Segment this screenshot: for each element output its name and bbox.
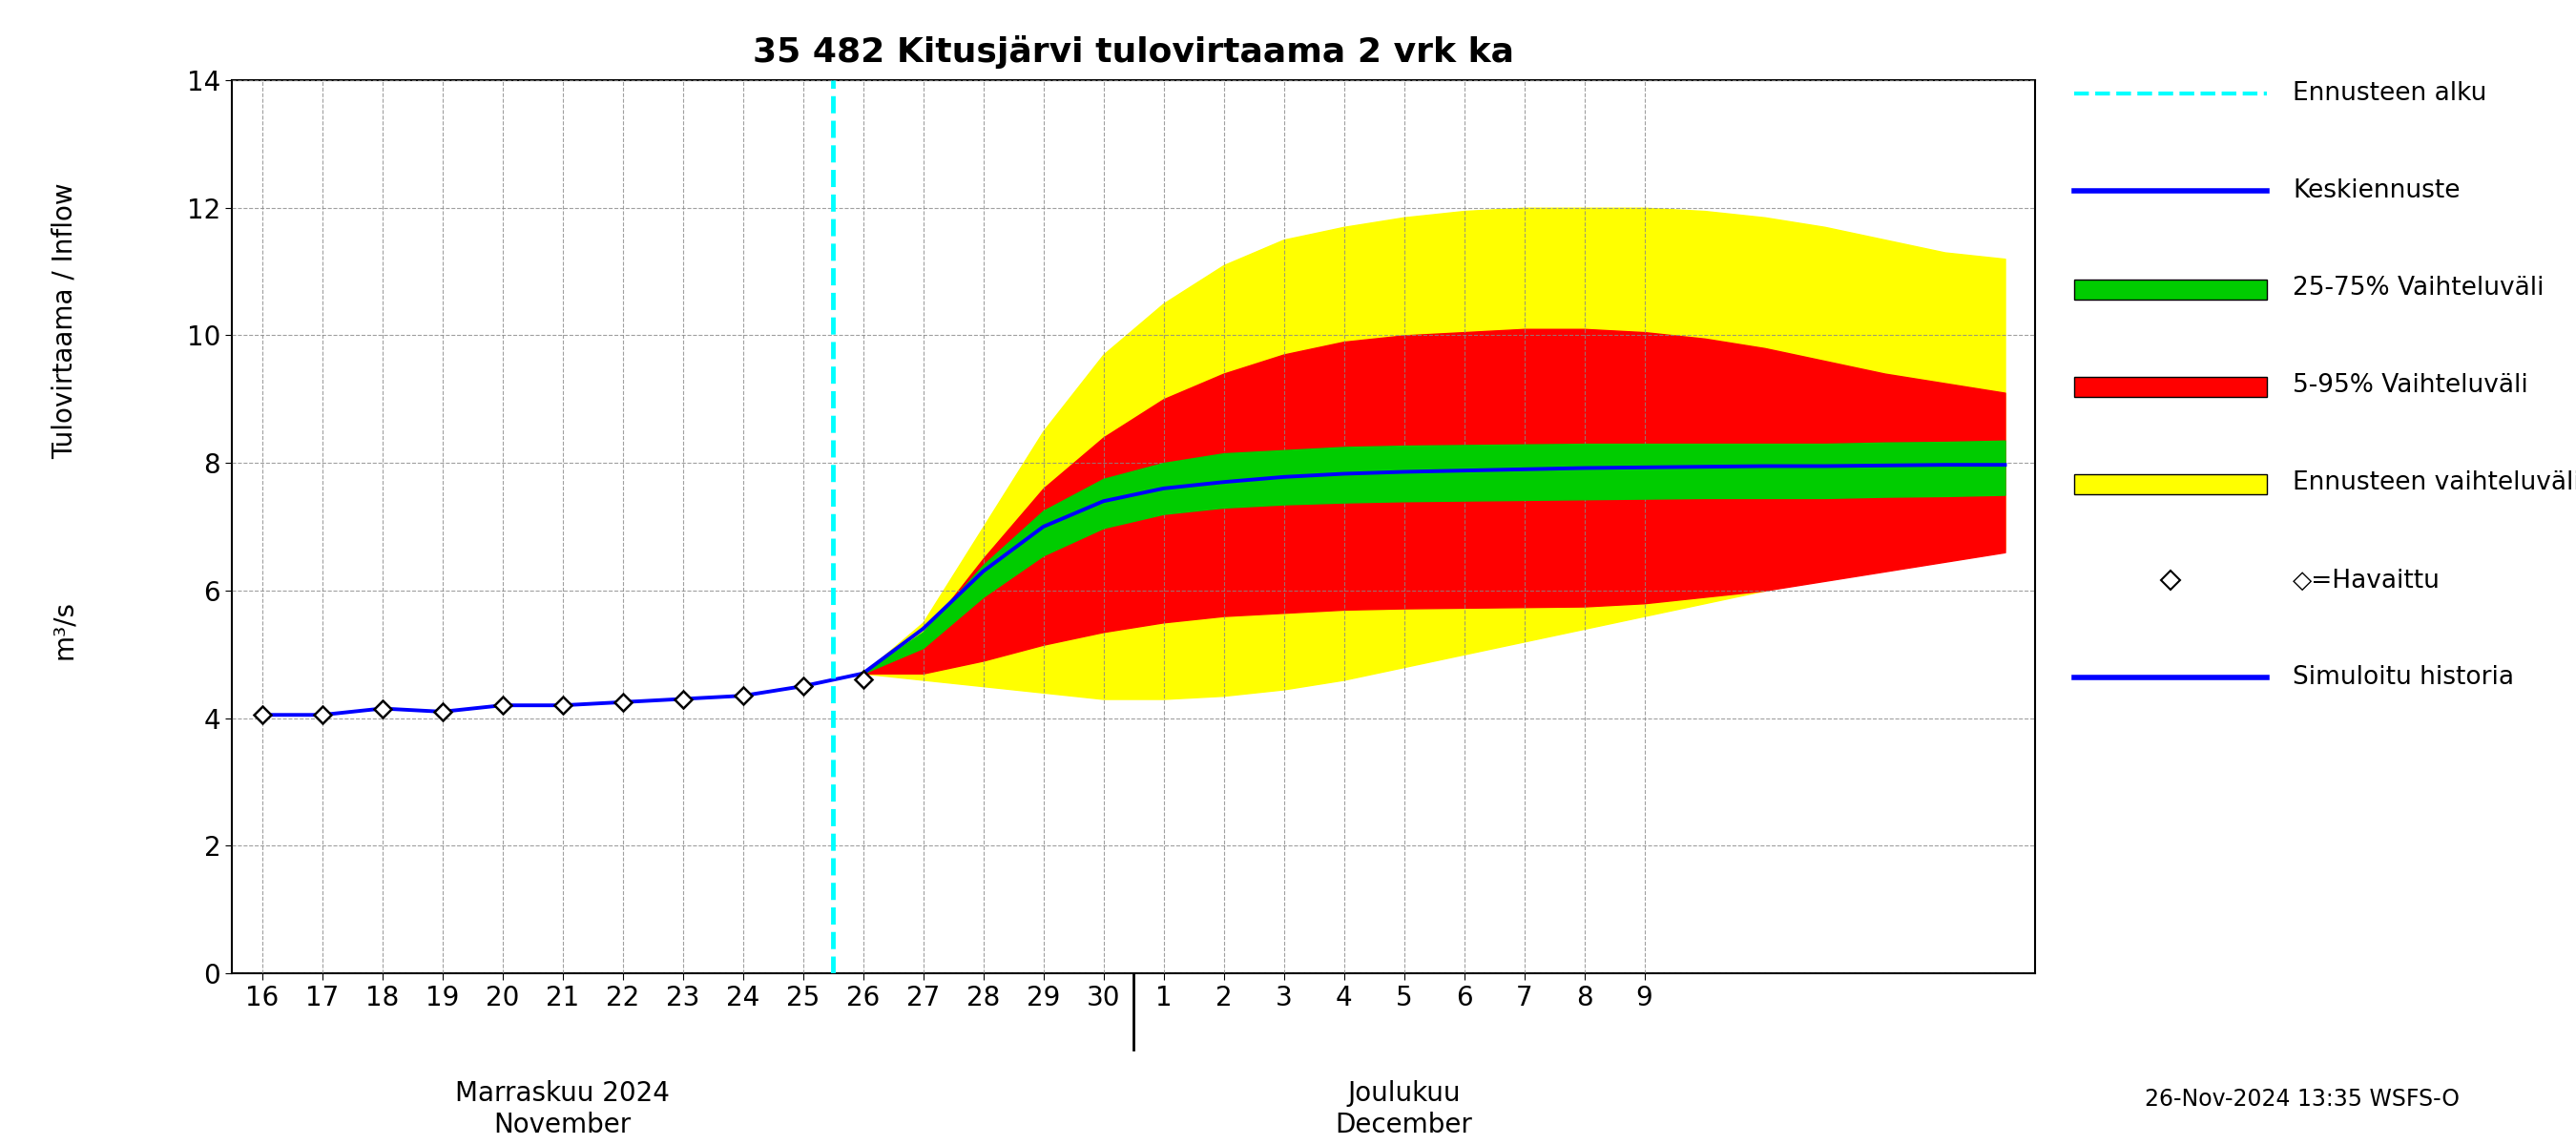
Text: Ennusteen vaihteluväli: Ennusteen vaihteluväli — [2293, 471, 2576, 496]
Text: ◇=Havaittu: ◇=Havaittu — [2293, 568, 2439, 593]
Text: m³/s: m³/s — [52, 600, 77, 660]
Text: Ennusteen alku: Ennusteen alku — [2293, 81, 2486, 106]
Text: Tulovirtaama / Inflow: Tulovirtaama / Inflow — [52, 182, 77, 459]
FancyBboxPatch shape — [2074, 279, 2267, 300]
Text: Keskiennuste: Keskiennuste — [2293, 179, 2460, 204]
Text: 26-Nov-2024 13:35 WSFS-O: 26-Nov-2024 13:35 WSFS-O — [2146, 1088, 2460, 1111]
Text: Marraskuu 2024
November: Marraskuu 2024 November — [456, 1081, 670, 1138]
Text: 25-75% Vaihteluväli: 25-75% Vaihteluväli — [2293, 276, 2545, 301]
Title: 35 482 Kitusjärvi tulovirtaama 2 vrk ka: 35 482 Kitusjärvi tulovirtaama 2 vrk ka — [752, 34, 1515, 69]
Text: Simuloitu historia: Simuloitu historia — [2293, 665, 2514, 690]
FancyBboxPatch shape — [2074, 474, 2267, 495]
FancyBboxPatch shape — [2074, 377, 2267, 397]
Text: Joulukuu
December: Joulukuu December — [1334, 1081, 1473, 1138]
Text: 5-95% Vaihteluväli: 5-95% Vaihteluväli — [2293, 373, 2527, 398]
